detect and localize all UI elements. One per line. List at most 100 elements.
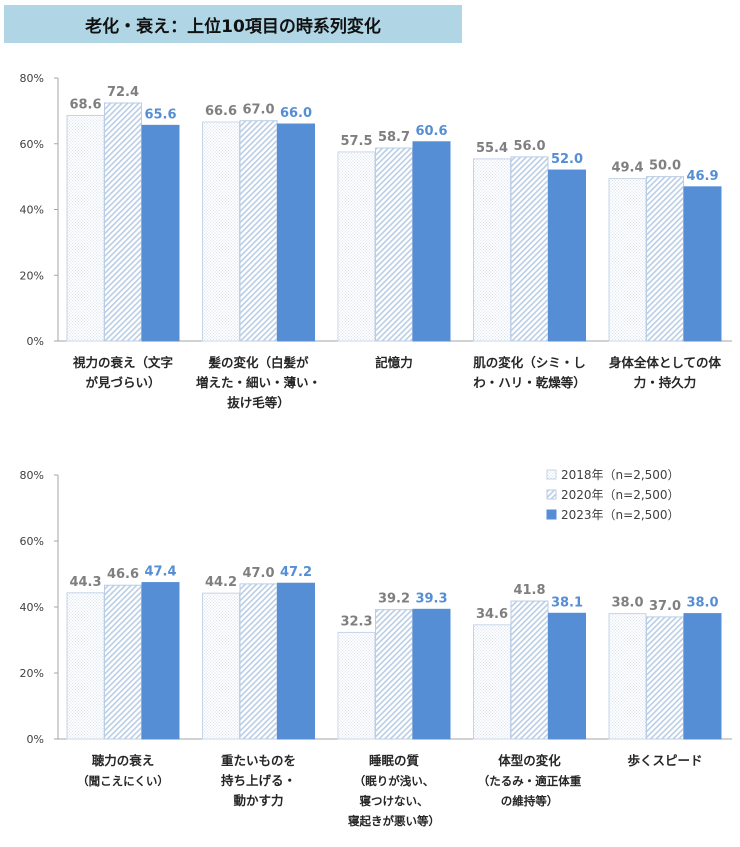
category-label: 髪の変化（白髪が: [207, 355, 309, 370]
data-label: 47.2: [280, 565, 312, 580]
category-label: 肌の変化（シミ・し: [472, 355, 586, 370]
bar-2023: [683, 613, 722, 740]
y-tick-label: 80%: [20, 72, 44, 85]
data-label: 34.6: [476, 607, 508, 622]
category-label: （聞こえにくい）: [77, 774, 169, 788]
category-label: 力・持久力: [634, 375, 697, 390]
data-label: 50.0: [649, 159, 681, 174]
data-label: 38.0: [611, 596, 643, 611]
data-label: 58.7: [378, 130, 410, 145]
bar-2018: [337, 151, 376, 342]
category-label: 聴力の衰え: [92, 753, 155, 768]
category-label: が見づらい）: [85, 375, 160, 390]
category-label: 持ち上げる・: [221, 773, 296, 788]
data-label: 47.0: [242, 566, 274, 581]
legend-entry: 2023年（n=2,500）: [561, 508, 680, 522]
data-label: 52.0: [551, 152, 583, 167]
data-label: 39.2: [378, 592, 410, 607]
category-label: （たるみ・適正体重: [478, 774, 582, 788]
data-label: 44.3: [69, 575, 101, 590]
legend-swatch-0: [546, 469, 557, 480]
y-tick-label: 60%: [20, 535, 44, 548]
data-label: 49.4: [611, 161, 643, 176]
category-label: （眠りが浅い、: [354, 774, 435, 788]
data-label: 46.6: [107, 567, 139, 582]
y-tick-label: 20%: [20, 667, 44, 680]
category-label: 歩くスピード: [627, 753, 702, 768]
data-label: 38.1: [551, 595, 583, 610]
bar-2020: [646, 616, 684, 740]
bar-2020: [375, 147, 413, 342]
page-title: 老化・衰え：上位10項目の時系列変化: [85, 16, 381, 37]
category-label: 動かす力: [233, 793, 283, 808]
data-label: 39.3: [415, 591, 447, 606]
bar-2023: [141, 124, 180, 342]
y-tick-label: 0%: [27, 733, 44, 746]
bar-2023: [683, 186, 722, 342]
title-banner: 老化・衰え：上位10項目の時系列変化: [4, 5, 462, 43]
bar-2018: [608, 178, 647, 342]
bar-2023: [277, 582, 315, 740]
bar-2018: [608, 613, 647, 740]
data-label: 55.4: [476, 141, 508, 156]
bar-2018: [473, 624, 511, 740]
data-label: 72.4: [107, 85, 139, 100]
bar-2023: [548, 169, 586, 342]
bar-2018: [66, 592, 105, 740]
data-label: 56.0: [513, 139, 545, 154]
bar-2023: [548, 612, 586, 740]
category-label: 睡眠の質: [369, 753, 420, 768]
data-label: 66.6: [205, 104, 237, 119]
y-tick-label: 60%: [20, 138, 44, 151]
bar-2020: [510, 156, 549, 342]
bar-2020: [104, 102, 142, 342]
y-tick-label: 40%: [20, 204, 44, 217]
data-label: 38.0: [686, 596, 718, 611]
y-tick-label: 80%: [20, 469, 44, 482]
bar-2020: [239, 583, 278, 740]
data-label: 32.3: [340, 614, 372, 629]
bar-2023: [412, 141, 451, 342]
bar-2018: [337, 631, 376, 740]
category-label: 寝起きが悪い等）: [348, 814, 440, 828]
chart-top: 0% 20% 40% 60% 80% 68.6 72.4 65.6 視力の衰え（文字が見づらい）…: [20, 72, 732, 410]
bar-2018: [473, 158, 511, 342]
bar-2018: [66, 114, 105, 342]
y-tick-label: 0%: [27, 335, 44, 348]
bar-2023: [277, 123, 315, 342]
category-label: 身体全体としての体: [609, 355, 722, 370]
category-label: 増えた・細い・薄い・: [196, 375, 321, 390]
category-label: 抜け毛等）: [227, 395, 290, 410]
bar-2020: [104, 584, 142, 740]
category-label: 視力の衰え（文字: [72, 355, 173, 370]
data-label: 37.0: [649, 599, 681, 614]
data-label: 47.4: [144, 565, 176, 580]
data-label: 44.2: [205, 575, 237, 590]
bar-2018: [202, 592, 240, 740]
data-label: 65.6: [144, 107, 176, 122]
data-label: 67.0: [242, 103, 274, 118]
y-tick-label: 40%: [20, 601, 44, 614]
bar-2023: [141, 582, 180, 740]
chart-bottom: 0% 20% 40% 60% 80% 44.3 46.6 47.4 聴力の衰え （聞こえにくい） 4…: [20, 468, 732, 828]
data-label: 66.0: [280, 106, 312, 121]
data-label: 57.5: [340, 134, 372, 149]
category-label: 体型の変化: [498, 753, 561, 768]
bar-2018: [202, 121, 240, 342]
bar-2023: [412, 608, 451, 740]
category-label: 記憶力: [375, 355, 413, 370]
category-label: 寝つけない、: [360, 794, 429, 808]
bar-2020: [375, 609, 413, 740]
data-label: 41.8: [513, 583, 545, 598]
bar-2020: [646, 176, 684, 342]
legend-swatch-1: [546, 489, 557, 500]
legend-swatch-2: [546, 509, 557, 520]
data-label: 46.9: [686, 169, 718, 184]
legend-entry: 2020年（n=2,500）: [561, 488, 680, 502]
category-label: の維持等）: [501, 794, 559, 808]
bar-2020: [510, 600, 549, 740]
category-label: 重たいものを: [221, 753, 296, 768]
category-label: わ・ハリ・乾燥等）: [473, 375, 586, 390]
legend-entry: 2018年（n=2,500）: [561, 468, 680, 482]
